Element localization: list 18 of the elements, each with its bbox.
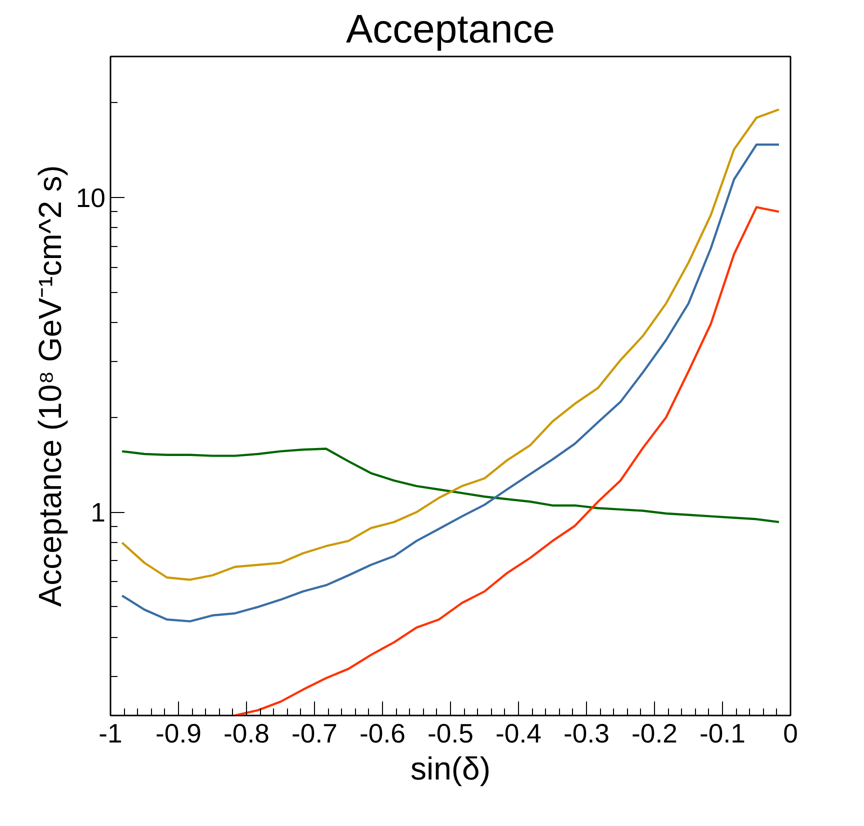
x-tick-label: -0.6: [360, 718, 406, 748]
x-tick-label: -0.7: [292, 718, 338, 748]
y-tick-label: 1: [90, 498, 106, 528]
line-series: [234, 206, 780, 716]
x-tick-label: -0.5: [428, 718, 474, 748]
chart-title: Acceptance: [346, 8, 556, 52]
x-tick-label: -0.8: [224, 718, 270, 748]
x-tick-label: -1: [98, 718, 122, 748]
x-axis-title: sin(δ): [410, 750, 491, 786]
x-tick-label: -0.1: [700, 718, 746, 748]
x-tick-label: -0.2: [632, 718, 678, 748]
line-series: [120, 448, 780, 524]
y-axis-title: Acceptance (10⁸ GeV⁻¹cm^2 s): [32, 165, 68, 607]
x-tick-label: 0: [783, 718, 798, 748]
x-tick-label: -0.9: [156, 718, 202, 748]
y-tick-label: 10: [76, 182, 106, 213]
x-tick-label: -0.4: [496, 718, 542, 748]
x-tick-label: -0.3: [564, 718, 610, 748]
